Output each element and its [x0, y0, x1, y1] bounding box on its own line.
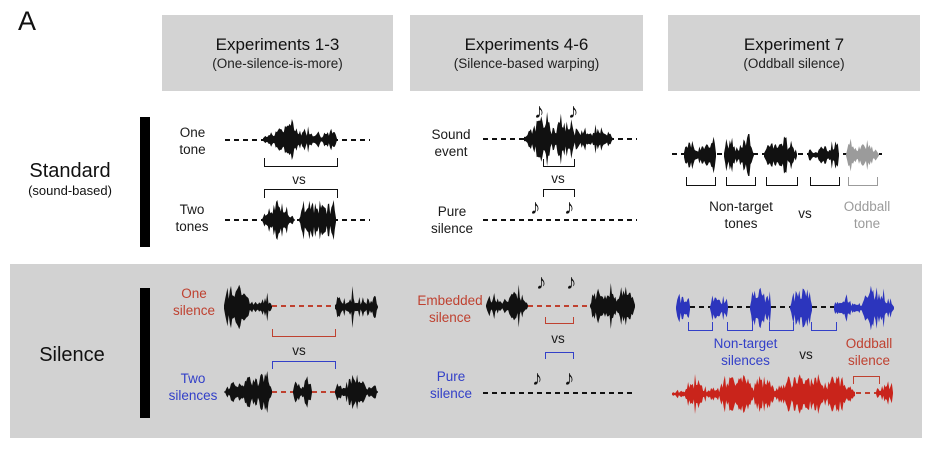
- one-silence-label: One silence: [172, 286, 216, 319]
- one-tone-waveform: [263, 119, 337, 160]
- duration-bracket: [543, 189, 575, 197]
- eighth-note-icon: ♪: [536, 271, 547, 294]
- eighth-note-icon: ♪: [534, 100, 545, 123]
- sound-event-waveform: [524, 112, 614, 166]
- embedded-silence-label: Embedded silence: [417, 293, 483, 326]
- silence-duration-bracket-blue: [688, 322, 713, 331]
- silence-gap-dashed-line: [771, 306, 791, 308]
- vs-label: vs: [292, 172, 306, 187]
- duration-bracket: [543, 159, 575, 167]
- eighth-note-icon: ♪: [564, 196, 575, 219]
- embedded-silence-waveform-right: [590, 283, 635, 329]
- two-tones-waveform-1: [262, 200, 295, 240]
- non-target-tone-waveform: [808, 141, 839, 169]
- header-title: Experiments 1-3: [215, 35, 340, 55]
- silence-gap-dashed-line: [312, 391, 335, 393]
- oddball-silence-label: Oddball silence: [845, 336, 893, 369]
- duration-bracket: [686, 177, 716, 186]
- baseline-dashed-line: [483, 219, 637, 221]
- silence-row-title: Silence: [39, 344, 105, 366]
- header-subtitle: (Oddball silence): [743, 55, 845, 71]
- header-experiments-1-3: Experiments 1-3 (One-silence-is-more): [162, 15, 393, 91]
- header-subtitle: (Silence-based warping): [453, 55, 600, 71]
- silence-duration-bracket-blue: [727, 322, 753, 331]
- silence-duration-bracket-blue: [769, 322, 794, 331]
- non-target-tone-waveform: [684, 136, 716, 174]
- pure-silence-label: Pure silence: [430, 204, 474, 237]
- silence-gap-dashed-line: [812, 306, 835, 308]
- silence-gap-dashed-line: [856, 392, 876, 394]
- silence-duration-bracket-red: [853, 376, 880, 384]
- two-silences-waveform-right: [335, 374, 378, 410]
- header-subtitle: (One-silence-is-more): [212, 55, 343, 71]
- header-experiments-4-6: Experiments 4-6 (Silence-based warping): [410, 15, 643, 91]
- duration-bracket: [264, 158, 338, 167]
- silence-gap-dashed-line: [272, 305, 335, 307]
- oddball-silence-waveform-tail: [876, 381, 893, 405]
- eighth-note-icon: ♪: [532, 367, 543, 390]
- vs-label: vs: [799, 347, 813, 362]
- header-title: Experiments 4-6: [464, 35, 589, 55]
- non-target-silence-waveform: [710, 295, 728, 321]
- eighth-note-icon: ♪: [530, 196, 541, 219]
- vs-label: vs: [551, 171, 565, 186]
- duration-bracket: [726, 177, 756, 186]
- sound-event-label: Sound event: [431, 127, 471, 160]
- silence-section-background: [10, 264, 922, 438]
- silence-gap-dashed-line: [272, 391, 295, 393]
- two-silences-middle-blip-waveform: [293, 376, 312, 408]
- header-experiment-7: Experiment 7 (Oddball silence): [668, 15, 920, 91]
- duration-bracket: [264, 189, 338, 198]
- one-silence-waveform-left: [224, 284, 272, 330]
- non-target-silence-waveform: [790, 288, 812, 328]
- eighth-note-icon: ♪: [566, 271, 577, 294]
- non-target-silence-waveform: [750, 287, 771, 329]
- silence-duration-bracket-red: [545, 317, 574, 324]
- pure-silence-label-blue: Pure silence: [429, 369, 473, 402]
- silence-duration-bracket-blue: [272, 361, 336, 369]
- standard-section-bar: [140, 117, 150, 247]
- non-target-silence-waveform: [676, 293, 690, 323]
- silence-row-label: Silence: [18, 344, 126, 367]
- baseline-dashed-line: [225, 219, 370, 221]
- two-tones-waveform-2: [299, 200, 336, 240]
- duration-bracket: [810, 177, 840, 186]
- embedded-silence-waveform-left: [486, 284, 528, 328]
- standard-row-title: Standard: [29, 160, 111, 182]
- panel-label: A: [18, 6, 37, 36]
- non-target-silences-label: Non-target silences: [713, 336, 778, 369]
- silence-duration-bracket-blue: [811, 322, 837, 331]
- one-silence-waveform-right: [335, 286, 378, 328]
- non-target-tones-label: Non-target tones: [709, 199, 773, 232]
- one-tone-label: One tone: [179, 125, 206, 158]
- duration-bracket: [766, 177, 798, 186]
- vs-label: vs: [292, 343, 306, 358]
- oddball-tone-waveform: [846, 138, 879, 172]
- two-silences-waveform-left: [224, 371, 272, 413]
- non-target-tone-waveform: [724, 134, 754, 176]
- non-target-tone-waveform: [764, 136, 797, 174]
- oddball-silence-waveform: [672, 374, 855, 414]
- standard-row-subtitle: (sound-based): [28, 183, 112, 198]
- eighth-note-icon: ♪: [568, 100, 579, 123]
- oddball-tone-label: Oddball tone: [843, 199, 891, 232]
- header-title: Experiment 7: [743, 35, 845, 55]
- silence-duration-bracket-red: [272, 329, 336, 337]
- silence-gap-dashed-line: [690, 306, 711, 308]
- two-silences-label: Two silences: [168, 371, 218, 404]
- vs-label: vs: [798, 206, 812, 221]
- duration-bracket-gray: [848, 177, 878, 186]
- silence-gap-dashed-line: [528, 305, 590, 307]
- silence-section-bar: [140, 288, 150, 418]
- two-tones-label: Two tones: [175, 202, 209, 235]
- non-target-silence-waveform-long: [834, 285, 894, 331]
- silence-duration-bracket-blue: [545, 352, 574, 359]
- vs-label: vs: [551, 331, 565, 346]
- baseline-dashed-line: [483, 392, 633, 394]
- eighth-note-icon: ♪: [564, 367, 575, 390]
- standard-row-label: Standard (sound-based): [5, 160, 135, 199]
- silence-gap-dashed-line: [728, 306, 751, 308]
